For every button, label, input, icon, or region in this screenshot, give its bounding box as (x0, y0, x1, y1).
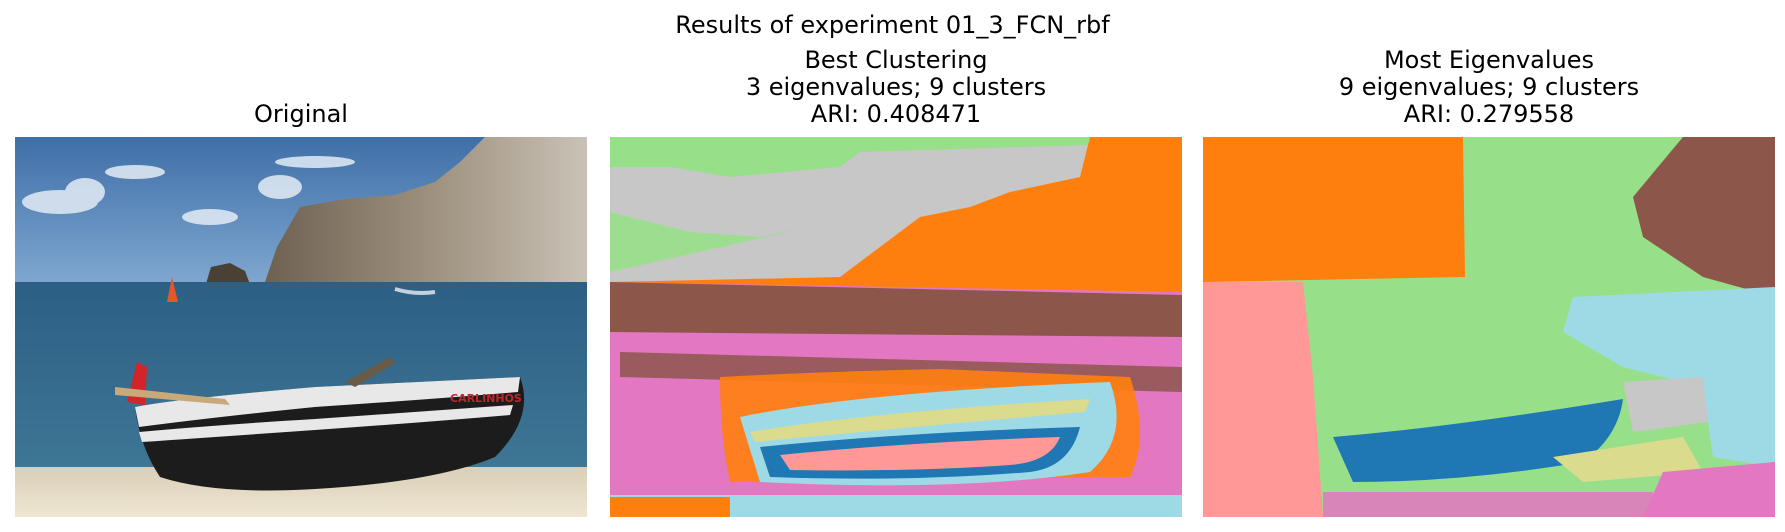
most-eigenvalues-title-line-3: ARI: 0.279558 (1403, 100, 1575, 128)
best-clustering-panel-title: Best Clustering 3 eigenvalues; 9 cluster… (610, 47, 1182, 128)
region-blue (1333, 399, 1623, 482)
region-brown (1633, 137, 1775, 297)
best-clustering-title-line-2: 3 eigenvalues; 9 clusters (745, 73, 1047, 101)
boat-name: CARLINHOS (450, 392, 522, 405)
original-photo-illustration: CARLINHOS (15, 137, 587, 517)
cliff (265, 137, 587, 302)
region-salmon (1203, 282, 1323, 517)
region-light-blue (1563, 287, 1775, 467)
clouds (22, 156, 355, 225)
region-khaki (1553, 437, 1703, 482)
most-eigenvalues-title-line-1: Most Eigenvalues (1383, 46, 1595, 74)
best-clustering-image (610, 137, 1182, 517)
region-orange (1203, 137, 1465, 282)
region-salmon (780, 437, 1060, 471)
figure-title: Results of experiment 01_3_FCN_rbf (675, 11, 1110, 39)
original-title-line: Original (254, 100, 348, 128)
region-khaki (750, 399, 1090, 442)
boat: CARLINHOS (115, 357, 525, 491)
sea-rock (205, 263, 251, 287)
region-pink (1643, 462, 1775, 517)
most-eigenvalues-image (1203, 137, 1775, 517)
best-clustering-segmentation (610, 137, 1182, 517)
windsurfer (167, 277, 178, 302)
region-gray (1623, 377, 1708, 432)
most-eigenvalues-panel-title: Most Eigenvalues 9 eigenvalues; 9 cluste… (1203, 47, 1775, 128)
best-clustering-title-line-1: Best Clustering (804, 46, 988, 74)
most-eigenvalues-title-line-2: 9 eigenvalues; 9 clusters (1338, 73, 1640, 101)
original-panel-title: Original (15, 101, 587, 128)
region-brown (610, 282, 1182, 337)
best-clustering-title-line-3: ARI: 0.408471 (810, 100, 982, 128)
original-image: CARLINHOS (15, 137, 587, 517)
most-eigenvalues-segmentation (1203, 137, 1775, 517)
region-green-top (610, 137, 1090, 177)
